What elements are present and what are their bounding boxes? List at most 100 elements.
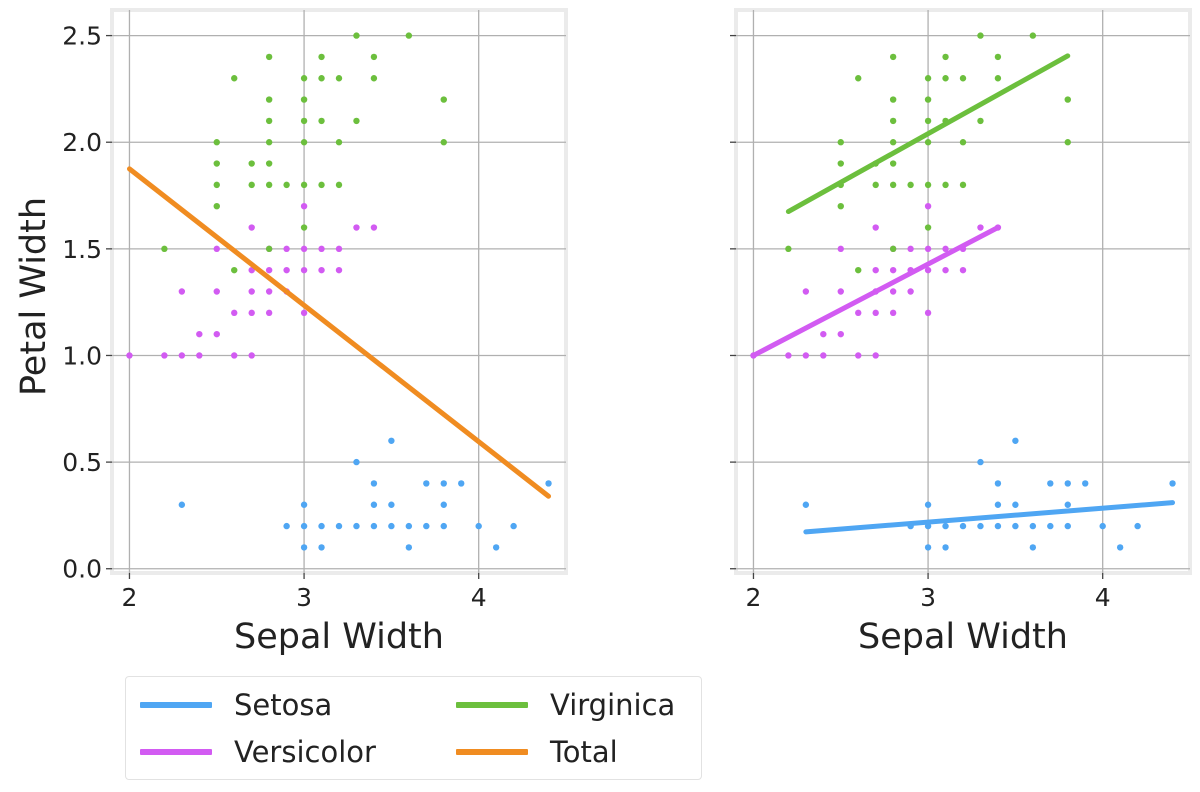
point-setosa bbox=[405, 522, 413, 530]
point-virginica bbox=[959, 139, 967, 146]
legend-item-setosa: Setosa bbox=[140, 687, 332, 723]
point-versicolor bbox=[248, 224, 255, 231]
point-setosa bbox=[370, 480, 378, 487]
point-virginica bbox=[335, 75, 343, 82]
point-virginica bbox=[265, 139, 273, 146]
point-setosa bbox=[475, 522, 482, 530]
point-setosa bbox=[423, 480, 430, 487]
point-setosa bbox=[994, 522, 1002, 530]
point-setosa bbox=[1012, 437, 1019, 444]
point-setosa bbox=[942, 544, 949, 551]
point-virginica bbox=[1064, 139, 1071, 146]
point-virginica bbox=[370, 75, 378, 82]
point-virginica bbox=[977, 32, 984, 39]
point-virginica bbox=[440, 96, 447, 103]
point-versicolor bbox=[213, 330, 220, 338]
point-versicolor bbox=[335, 266, 343, 274]
point-setosa bbox=[1012, 522, 1019, 530]
point-virginica bbox=[318, 117, 325, 125]
fit-line-setosa bbox=[803, 500, 1176, 535]
point-virginica bbox=[300, 181, 308, 189]
point-versicolor bbox=[231, 309, 238, 317]
point-setosa bbox=[1134, 522, 1141, 530]
point-versicolor bbox=[300, 266, 308, 274]
point-setosa bbox=[510, 522, 517, 530]
point-setosa bbox=[802, 501, 810, 508]
point-versicolor bbox=[872, 309, 879, 317]
point-versicolor bbox=[300, 309, 308, 317]
point-versicolor bbox=[924, 309, 932, 317]
point-virginica bbox=[370, 53, 378, 61]
point-versicolor bbox=[248, 352, 255, 359]
x-axis-label: Sepal Width bbox=[234, 617, 444, 657]
point-virginica bbox=[300, 139, 308, 146]
point-setosa bbox=[1064, 480, 1071, 487]
point-virginica bbox=[265, 96, 273, 103]
point-versicolor bbox=[837, 330, 844, 338]
point-versicolor bbox=[161, 352, 168, 359]
point-versicolor bbox=[196, 330, 203, 338]
plot-frame bbox=[734, 8, 1192, 575]
point-versicolor bbox=[231, 352, 238, 359]
point-versicolor bbox=[872, 224, 879, 231]
point-virginica bbox=[231, 266, 238, 274]
point-versicolor bbox=[785, 352, 792, 359]
point-virginica bbox=[924, 117, 932, 125]
point-versicolor bbox=[942, 266, 949, 274]
point-virginica bbox=[440, 139, 447, 146]
point-virginica bbox=[213, 160, 220, 167]
point-setosa bbox=[353, 458, 360, 466]
point-setosa bbox=[283, 522, 290, 530]
point-setosa bbox=[977, 522, 984, 530]
point-setosa bbox=[335, 522, 343, 530]
point-virginica bbox=[994, 75, 1002, 82]
legend-label-virginica: Virginica bbox=[550, 688, 676, 722]
point-setosa bbox=[318, 544, 325, 551]
point-setosa bbox=[1064, 501, 1071, 508]
point-setosa bbox=[440, 480, 447, 487]
point-setosa bbox=[942, 522, 949, 530]
chart-panel-1: 2 3 4 0.0 0.5 1.0 1.5 2.0 2.5 Sepal Width Petal Wi… bbox=[14, 8, 568, 657]
point-virginica bbox=[335, 139, 343, 146]
point-setosa bbox=[924, 544, 932, 551]
point-versicolor bbox=[335, 245, 343, 253]
point-versicolor bbox=[126, 352, 133, 359]
point-virginica bbox=[889, 96, 897, 103]
point-setosa bbox=[1116, 544, 1124, 551]
y-axis-label: Petal Width bbox=[14, 197, 54, 396]
legend-swatch-virginica bbox=[456, 702, 528, 708]
point-virginica bbox=[924, 181, 932, 189]
point-versicolor bbox=[820, 330, 827, 338]
point-setosa bbox=[1169, 480, 1176, 487]
fit-line-versicolor bbox=[750, 225, 1001, 358]
point-setosa bbox=[318, 522, 325, 530]
point-virginica bbox=[1064, 96, 1071, 103]
point-setosa bbox=[300, 501, 308, 508]
point-versicolor bbox=[889, 266, 897, 274]
fit-line-total bbox=[126, 166, 552, 499]
legend-swatch-setosa bbox=[140, 702, 212, 708]
point-virginica bbox=[889, 181, 897, 189]
point-versicolor bbox=[907, 288, 914, 295]
series-versicolor bbox=[750, 202, 1002, 359]
legend-item-versicolor: Versicolor bbox=[140, 734, 376, 770]
point-virginica bbox=[924, 224, 932, 231]
point-setosa bbox=[1029, 522, 1037, 530]
point-versicolor bbox=[248, 309, 255, 317]
series-setosa bbox=[802, 437, 1176, 551]
y-tick-label: 1.0 bbox=[62, 341, 102, 370]
x-tick-label: 2 bbox=[746, 583, 762, 612]
x-tick-label: 4 bbox=[1095, 583, 1111, 612]
point-virginica bbox=[837, 139, 844, 146]
point-versicolor bbox=[213, 245, 220, 253]
point-versicolor bbox=[889, 288, 897, 295]
point-virginica bbox=[300, 96, 308, 103]
point-virginica bbox=[785, 245, 792, 253]
point-versicolor bbox=[977, 224, 984, 231]
y-tick-label: 2.5 bbox=[62, 22, 102, 51]
point-virginica bbox=[265, 53, 273, 61]
point-virginica bbox=[872, 181, 879, 189]
point-versicolor bbox=[265, 288, 273, 295]
point-virginica bbox=[837, 160, 844, 167]
point-setosa bbox=[440, 501, 447, 508]
